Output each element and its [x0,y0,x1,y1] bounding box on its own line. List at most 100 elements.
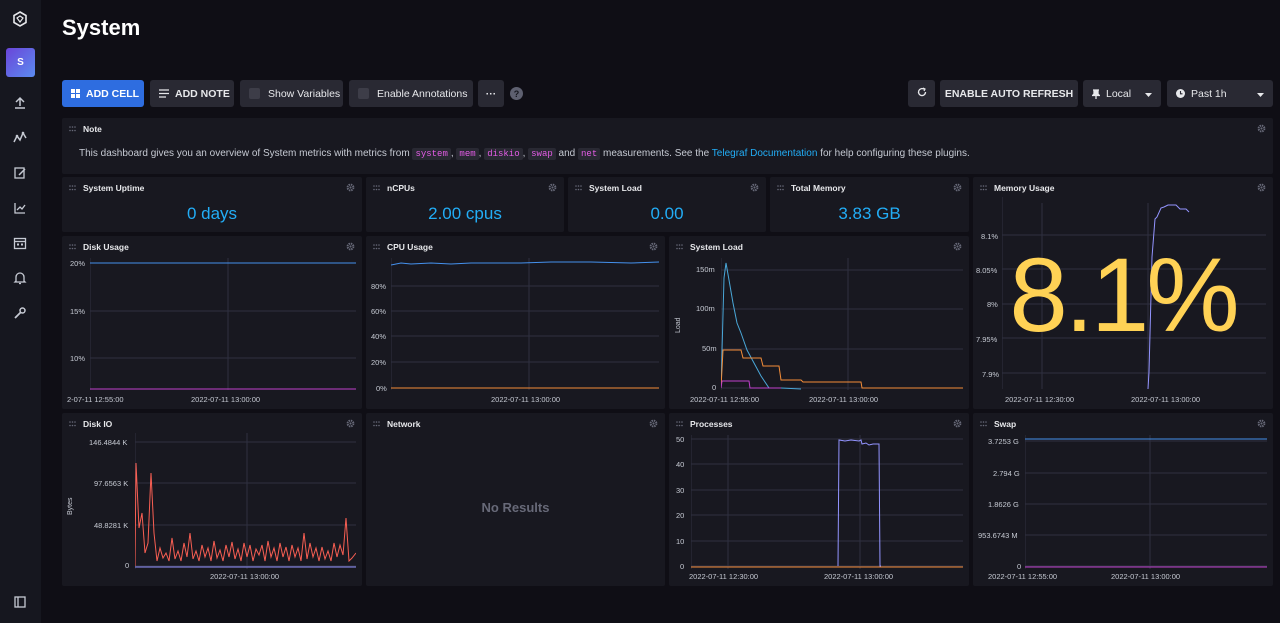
chevron-down-icon [1145,88,1152,100]
settings-icon[interactable] [10,303,30,323]
x-tick: 2-07-11 12:55:00 [67,395,124,404]
timezone-dropdown[interactable]: Local [1083,80,1161,107]
notebook-icon[interactable] [10,163,30,183]
add-cell-label: ADD CELL [86,87,140,100]
grid-icon [71,89,80,98]
gear-icon[interactable] [649,419,658,428]
drag-handle-icon[interactable] [373,421,380,427]
memory-usage-plot[interactable] [1002,197,1266,389]
alerts-icon[interactable] [10,268,30,288]
pin-icon [1092,88,1100,99]
add-note-label: ADD NOTE [175,87,230,100]
note-body: This dashboard gives you an overview of … [79,148,970,160]
y-tick: 100m [696,304,715,313]
gear-icon[interactable] [649,242,658,251]
gear-icon[interactable] [953,242,962,251]
y-tick: 8% [987,300,998,309]
code-system: system [412,148,451,160]
code-swap: swap [528,148,556,160]
drag-handle-icon[interactable] [69,185,76,191]
disk-usage-plot[interactable] [90,258,356,390]
y-tick: 10 [676,537,685,546]
x-tick: 2022-07-11 13:00:00 [1111,572,1181,581]
more-options-button[interactable]: ··· [478,80,504,107]
collapse-nav-icon[interactable] [10,592,30,612]
enable-annotations-toggle[interactable]: Enable Annotations [349,80,473,107]
drag-handle-icon[interactable] [373,244,380,250]
drag-handle-icon[interactable] [980,185,987,191]
refresh-button[interactable] [908,80,935,107]
drag-handle-icon[interactable] [69,421,76,427]
drag-handle-icon[interactable] [69,126,76,132]
y-tick: 50m [702,344,717,353]
y-tick: 97.6563 K [94,479,129,488]
drag-handle-icon[interactable] [777,185,784,191]
drag-handle-icon[interactable] [980,421,987,427]
help-icon[interactable]: ? [510,87,523,100]
cell-title: CPU Usage [387,242,433,252]
note-text: and [558,148,576,159]
x-tick: 2022-07-11 13:00:00 [491,395,561,404]
gear-icon[interactable] [1257,419,1266,428]
y-axis-label: Bytes [67,497,74,515]
dashboard-icon[interactable] [10,198,30,218]
gear-icon[interactable] [750,183,759,192]
drag-handle-icon[interactable] [373,185,380,191]
drag-handle-icon[interactable] [676,421,683,427]
x-tick: 2022-07-11 13:00:00 [824,572,894,581]
system-load-plot[interactable] [721,258,963,390]
gear-icon[interactable] [548,183,557,192]
x-tick: 2022-07-11 13:00:00 [210,572,280,581]
data-explorer-icon[interactable] [10,128,30,148]
note-separator: , [522,148,526,159]
gear-icon[interactable] [953,183,962,192]
refresh-icon [917,87,927,100]
time-range-dropdown[interactable]: Past 1h [1167,80,1273,107]
memory-usage-cell: Memory Usage 8.1% 8.1% 8.05% 8% 7.95% 7.… [973,177,1273,409]
stat-value: 0.00 [650,204,684,223]
add-cell-button[interactable]: ADD CELL [62,80,144,107]
cpu-usage-plot[interactable] [391,258,659,390]
enable-annotations-label: Enable Annotations [377,87,468,100]
auto-refresh-button[interactable]: ENABLE AUTO REFRESH [940,80,1078,107]
gear-icon[interactable] [953,419,962,428]
gear-icon[interactable] [346,183,355,192]
note-separator: , [478,148,482,159]
processes-plot[interactable] [691,435,963,569]
show-variables-toggle[interactable]: Show Variables [240,80,343,107]
cell-title: Total Memory [791,183,846,193]
note-separator: , [450,148,454,159]
gear-icon[interactable] [1257,124,1266,133]
cell-title: Network [387,419,421,429]
drag-handle-icon[interactable] [676,244,683,250]
gear-icon[interactable] [346,242,355,251]
gear-icon[interactable] [1257,183,1266,192]
x-tick: 2022-07-11 12:55:00 [690,395,760,404]
tasks-icon[interactable] [10,233,30,253]
cell-title: Disk Usage [83,242,129,252]
influx-logo-icon[interactable] [10,9,30,29]
y-tick: 1.8626 G [988,500,1019,509]
cell-title: System Load [690,242,743,252]
cell-title: nCPUs [387,183,415,193]
y-tick: 0 [1017,562,1022,571]
swap-cell: Swap 3.7253 G 2.794 G 1.8626 G 953.6743 … [973,413,1273,586]
y-tick: 0 [712,383,717,392]
drag-handle-icon[interactable] [575,185,582,191]
y-tick: 8.05% [976,266,998,275]
drag-handle-icon[interactable] [69,244,76,250]
disk-io-plot[interactable] [135,433,356,569]
y-axis-label: Load [675,317,682,333]
add-note-button[interactable]: ADD NOTE [150,80,234,107]
y-tick: 40 [676,460,685,469]
gear-icon[interactable] [346,419,355,428]
total-memory-cell: Total Memory 3.83 GB [770,177,969,232]
y-tick: 15% [70,307,86,316]
org-avatar[interactable]: S [6,48,35,77]
swap-plot[interactable] [1025,435,1267,569]
upload-icon[interactable] [10,93,30,113]
telegraf-docs-link[interactable]: Telegraf Documentation [711,148,818,159]
y-tick: 3.7253 G [988,437,1019,446]
y-tick: 60% [371,307,387,316]
stat-value: 2.00 cpus [428,204,502,223]
